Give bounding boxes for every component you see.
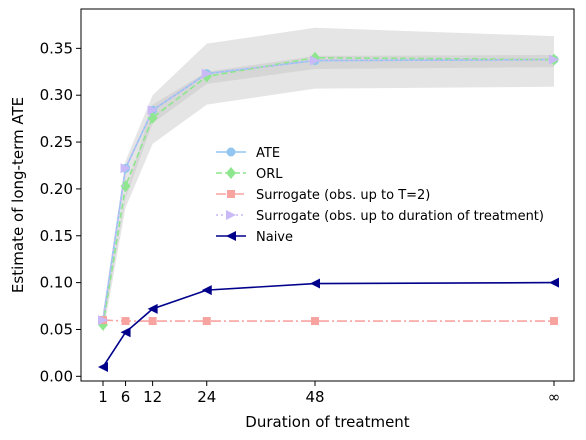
series-layer: [98, 51, 559, 372]
y-axis: 0.00 0.05 0.10 0.15 0.20 0.25 0.30 0.35: [40, 39, 81, 385]
confidence-band-1: [103, 27, 554, 335]
series-3-point-2: [147, 105, 158, 116]
x-axis: 1 6 12 24 48 ∞: [98, 381, 560, 406]
y-tick-label-0: 0.00: [40, 367, 73, 385]
series-2-point-3: [202, 317, 211, 326]
series-4-point-1: [120, 327, 131, 338]
series-3-point-0: [98, 315, 108, 326]
y-tick-label-2: 0.10: [40, 274, 73, 292]
x-tick-label-4: 48: [305, 388, 324, 406]
x-tick-label-2: 12: [143, 388, 162, 406]
legend-label-1: ORL: [256, 167, 283, 182]
series-line-2: [102, 319, 554, 322]
series-1-point-2: [147, 111, 158, 124]
series-2-point-1: [121, 317, 130, 326]
legend-marker-4: [226, 231, 236, 241]
legend: ATE ORL Surrogate (obs. up to T=2) Surrogat…: [216, 146, 544, 245]
legend-label-0: ATE: [256, 146, 280, 161]
y-tick-label-5: 0.25: [40, 133, 73, 151]
series-4: [98, 277, 559, 372]
legend-label-2: Surrogate (obs. up to T=2): [256, 188, 430, 203]
y-tick-label-1: 0.05: [40, 320, 73, 338]
series-4-point-2: [147, 303, 158, 314]
series-3-point-3: [201, 68, 212, 79]
y-tick-label-4: 0.20: [40, 180, 73, 198]
x-axis-label: Duration of treatment: [245, 413, 410, 431]
series-2-point-4: [311, 317, 319, 326]
series-3: [98, 54, 559, 326]
series-3-point-4: [310, 55, 320, 66]
series-3-point-5: [549, 54, 559, 65]
y-axis-label: Estimate of long-term ATE: [9, 97, 27, 293]
legend-label-3: Surrogate (obs. up to duration of treatm…: [256, 209, 544, 224]
x-tick-label-3: 24: [197, 388, 216, 406]
x-tick-label-0: 1: [98, 388, 108, 406]
series-2: [99, 316, 558, 326]
series-4-point-5: [549, 277, 559, 288]
legend-label-4: Naive: [256, 230, 293, 245]
legend-marker-2: [227, 190, 235, 198]
legend-marker-3: [226, 210, 236, 220]
bands-layer: [103, 27, 554, 335]
plot-frame: [80, 8, 575, 382]
y-tick-label-3: 0.15: [40, 227, 73, 245]
y-tick-label-7: 0.35: [40, 39, 73, 57]
series-line-3: [102, 58, 555, 321]
y-tick-label-6: 0.30: [40, 86, 73, 104]
series-4-point-0: [98, 361, 108, 372]
series-line-4: [102, 281, 555, 368]
series-2-point-2: [148, 317, 157, 326]
series-2-point-5: [550, 317, 558, 326]
series-line-1: [102, 56, 555, 325]
series-4-point-4: [310, 278, 320, 289]
series-4-point-3: [201, 285, 212, 296]
series-1-point-1: [120, 180, 131, 193]
x-tick-label-1: 6: [121, 388, 131, 406]
series-3-point-1: [120, 163, 131, 174]
legend-marker-0: [226, 147, 236, 157]
x-tick-label-5: ∞: [548, 388, 561, 406]
legend-marker-1: [226, 167, 236, 179]
